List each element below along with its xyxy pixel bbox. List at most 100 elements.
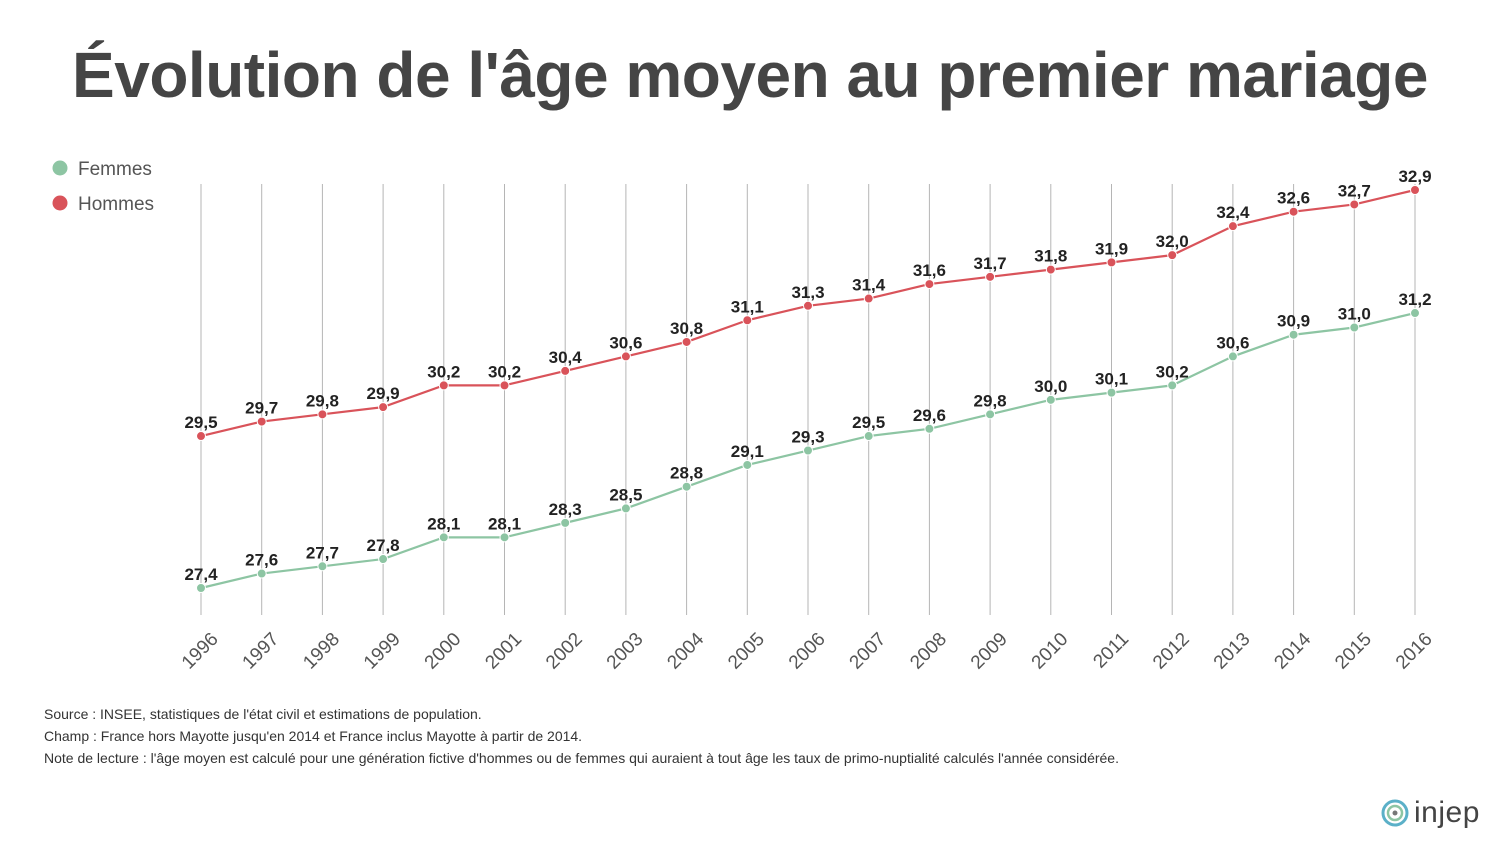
injep-logo: injep (1380, 796, 1480, 830)
hommes-data-label: 29,8 (306, 391, 339, 410)
hommes-data-label: 31,4 (852, 276, 886, 295)
injep-spiral-icon (1381, 799, 1409, 827)
femmes-point (560, 517, 571, 528)
femmes-point (1227, 351, 1238, 362)
femmes-data-label: 30,2 (1156, 362, 1189, 381)
x-tick-label: 1999 (360, 629, 405, 674)
chart-title: Évolution de l'âge moyen au premier mari… (72, 39, 1428, 111)
x-tick-label: 2016 (1392, 629, 1437, 674)
footnotes: Source : INSEE, statistiques de l'état c… (44, 703, 1119, 769)
hommes-data-label: 31,3 (791, 283, 824, 302)
hommes-data-label: 29,5 (184, 413, 217, 432)
femmes-point (924, 423, 935, 434)
hommes-point (924, 279, 935, 290)
hommes-data-label: 32,4 (1216, 203, 1250, 222)
femmes-data-label: 30,9 (1277, 312, 1310, 331)
x-tick-label: 2000 (421, 629, 466, 674)
x-tick-label: 2001 (481, 629, 526, 674)
x-tick-label: 2015 (1331, 629, 1376, 674)
x-axis-ticks: 1996 1997 1998 1999 2000 2001 2002 2003 2004 2005… (178, 628, 1437, 673)
hommes-point (1410, 185, 1420, 195)
femmes-data-label: 27,8 (367, 536, 400, 555)
x-tick-label: 1996 (178, 629, 223, 674)
hommes-point (985, 271, 996, 282)
hommes-data-label: 32,6 (1277, 189, 1310, 208)
x-tick-label: 2014 (1270, 628, 1315, 673)
hommes-data-label: 31,8 (1034, 247, 1067, 266)
hommes-data-label: 30,4 (549, 348, 583, 367)
femmes-data-label: 27,7 (306, 543, 339, 562)
femmes-point (378, 554, 389, 565)
logo-text: injep (1414, 796, 1480, 829)
femmes-data-label: 27,4 (184, 565, 218, 584)
hommes-data-label: 30,6 (609, 333, 642, 352)
x-tick-label: 2009 (967, 629, 1012, 674)
source-note: Source : INSEE, statistiques de l'état c… (44, 706, 482, 722)
hommes-point (742, 315, 753, 326)
lecture-note: Note de lecture : l'âge moyen est calcul… (44, 750, 1119, 766)
femmes-point (863, 431, 874, 442)
femmes-point (1288, 329, 1299, 340)
hommes-point (499, 380, 510, 391)
x-tick-label: 2011 (1089, 629, 1133, 673)
x-tick-label: 2005 (724, 629, 769, 674)
femmes-data-label: 28,3 (549, 500, 582, 519)
femmes-point (985, 409, 996, 420)
femmes-data-label: 28,8 (670, 464, 703, 483)
x-tick-label: 2002 (542, 629, 587, 674)
femmes-point (1167, 380, 1178, 391)
femmes-data-label: 30,1 (1095, 370, 1128, 389)
line-chart: 27,4 27,6 27,7 27,8 28,1 28,1 28,3 28,5 28,8 29,1… (52, 159, 1437, 674)
femmes-point (620, 503, 631, 514)
hommes-point (317, 409, 328, 420)
hommes-point (256, 416, 267, 427)
hommes-point (1227, 221, 1238, 232)
x-tick-label: 1997 (239, 629, 284, 674)
femmes-data-label: 28,1 (488, 514, 521, 533)
femmes-point (1349, 322, 1360, 333)
femmes-data-label: 30,6 (1216, 333, 1249, 352)
hommes-point (1349, 199, 1360, 210)
hommes-data-label: 29,9 (367, 384, 400, 403)
femmes-legend-marker (52, 160, 68, 176)
hommes-point (1045, 264, 1056, 275)
femmes-point (196, 583, 206, 593)
femmes-data-label: 28,1 (427, 514, 460, 533)
femmes-point (1410, 308, 1420, 319)
hommes-point (1106, 257, 1117, 268)
femmes-point (681, 481, 692, 492)
x-tick-label: 2004 (663, 628, 708, 673)
hommes-data-label: 31,9 (1095, 239, 1128, 258)
hommes-point (1167, 250, 1178, 261)
femmes-point (317, 561, 328, 572)
hommes-data-label: 32,9 (1398, 167, 1431, 186)
femmes-point (742, 459, 753, 470)
hommes-data-label: 31,6 (913, 261, 946, 280)
hommes-data-label: 30,8 (670, 319, 703, 338)
hommes-point (560, 365, 571, 376)
hommes-data-label: 30,2 (488, 362, 521, 381)
femmes-point (499, 532, 510, 543)
hommes-legend-marker (52, 195, 68, 211)
hommes-point (620, 351, 631, 362)
hommes-data-label: 32,0 (1156, 232, 1189, 251)
femmes-data-label: 31,0 (1338, 304, 1371, 323)
champ-note: Champ : France hors Mayotte jusqu'en 201… (44, 728, 583, 744)
femmes-point (1045, 394, 1056, 405)
hommes-data-label: 32,7 (1338, 181, 1371, 200)
hommes-legend-label: Hommes (78, 194, 154, 215)
x-tick-label: 2006 (785, 629, 830, 674)
x-tick-label: 2007 (846, 629, 891, 674)
hommes-data-label: 31,7 (974, 254, 1007, 273)
x-tick-label: 2010 (1028, 629, 1073, 674)
data-points (196, 185, 1420, 593)
hommes-data-label: 31,1 (731, 297, 764, 316)
femmes-point (1106, 387, 1117, 398)
femmes-data-label: 29,5 (852, 413, 885, 432)
hommes-data-label: 30,2 (427, 362, 460, 381)
femmes-data-label: 31,2 (1398, 290, 1431, 309)
femmes-legend-label: Femmes (78, 159, 152, 180)
x-tick-label: 2012 (1149, 629, 1194, 674)
x-tick-label: 1998 (299, 629, 344, 674)
hommes-point (863, 293, 874, 304)
